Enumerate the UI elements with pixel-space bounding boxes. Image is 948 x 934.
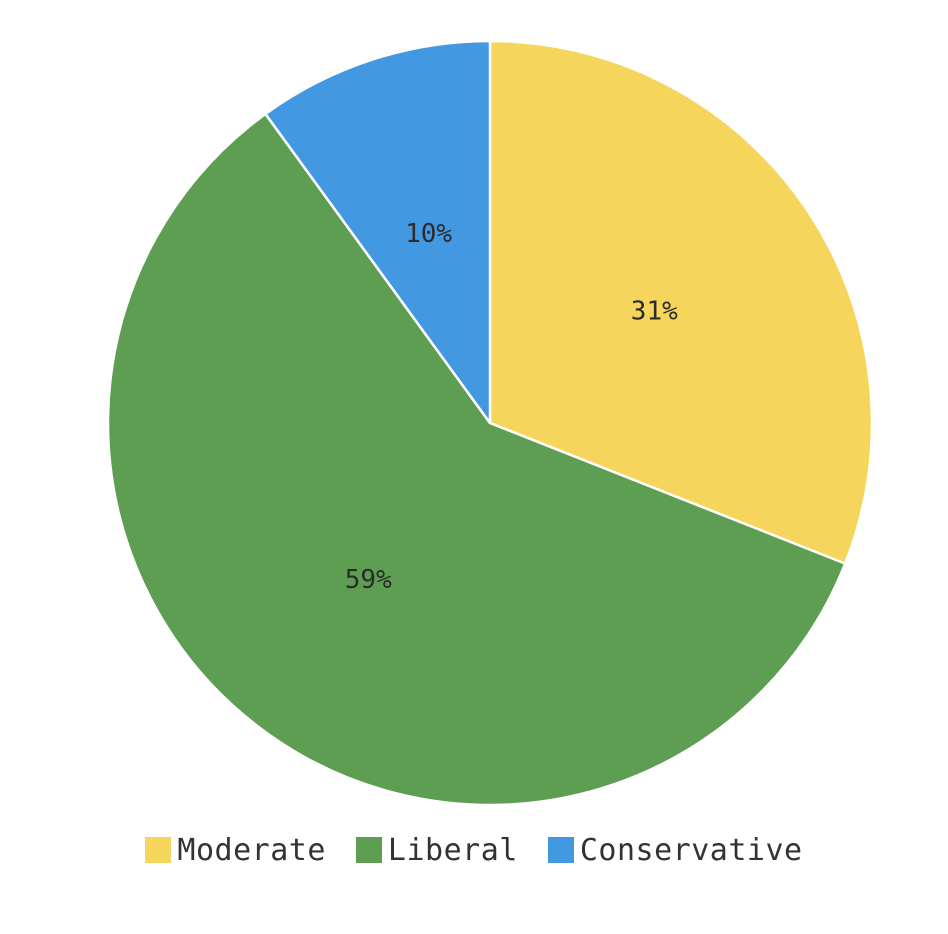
slice-label-liberal: 59% [345,565,392,595]
pie-slices [106,39,874,807]
legend-swatch-moderate [145,837,172,863]
legend: Moderate Liberal Conservative [0,828,948,872]
pie-slice-moderate[interactable] [488,39,874,565]
pie-slice-labels: 31% 59% 10% [345,219,678,595]
legend-item-conservative[interactable]: Conservative [547,832,803,868]
pie-slice-conservative[interactable] [264,39,492,425]
legend-swatch-liberal [355,837,382,863]
legend-swatch-conservative [547,837,574,863]
legend-label-liberal: Liberal [387,832,518,868]
legend-item-moderate[interactable]: Moderate [145,833,326,868]
slice-label-conservative: 10% [405,219,452,249]
slice-label-moderate: 31% [631,296,678,326]
pie-slice-liberal[interactable] [106,112,847,807]
legend-label-conservative: Conservative [579,832,803,868]
legend-item-liberal[interactable]: Liberal [355,832,518,868]
legend-label-moderate: Moderate [177,832,326,868]
